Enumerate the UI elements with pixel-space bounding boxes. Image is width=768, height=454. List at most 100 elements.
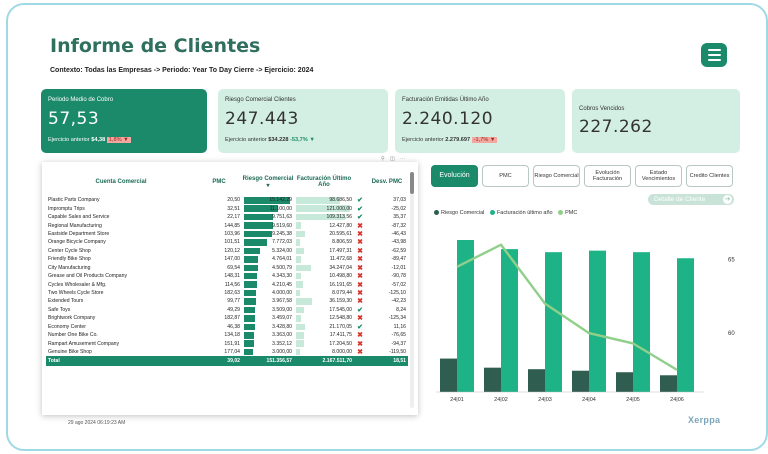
cell-facturacion: 8.000,00 bbox=[294, 348, 354, 356]
x-tick-label: 24|04 bbox=[582, 397, 596, 403]
col-header-riesgo[interactable]: Riesgo Comercial ▾ bbox=[242, 175, 294, 189]
facturacion-bar bbox=[296, 205, 350, 212]
bar-facturacion bbox=[457, 240, 474, 392]
cell-cuenta: Impromptu Trips bbox=[48, 205, 85, 212]
table-row[interactable]: Extended Tours 99,77 3.967,58 36.159,30 ✖ -42… bbox=[46, 297, 408, 305]
cross-icon: ✖ bbox=[357, 290, 363, 298]
total-desv: 18,51 bbox=[366, 356, 408, 367]
kpi-card-cobros-vencidos[interactable]: Cobros Vencidos 227.262 bbox=[572, 89, 740, 153]
tab-riesgo-comercial[interactable]: Riesgo Comercial bbox=[533, 165, 580, 187]
cell-riesgo: 9.245,38 bbox=[242, 230, 294, 238]
cell-facturacion: 17.204,50 bbox=[294, 339, 354, 347]
cell-pmc: 46,38 bbox=[227, 323, 240, 330]
bar-facturacion bbox=[501, 249, 518, 392]
table-row[interactable]: Safe Toys 49,29 3.509,00 17.545,00 ✔ 8,24 bbox=[46, 306, 408, 314]
table-row[interactable]: Capable Sales and Service 22,17 9.751,63 10… bbox=[46, 213, 408, 221]
cell-desv: -125,10 bbox=[388, 290, 406, 297]
bar-facturacion bbox=[633, 252, 650, 392]
table-row[interactable]: Grease and Oil Products Company 148,31 4.3… bbox=[46, 272, 408, 280]
cell-desv: 37,03 bbox=[393, 197, 406, 204]
table-row[interactable]: Number One Bike Co. 134,18 3.363,00 17.411,… bbox=[46, 331, 408, 339]
kpi-card-riesgo[interactable]: Riesgo Comercial Clientes 247.443 Ejerci… bbox=[218, 89, 388, 153]
cell-pmc: 134,18 bbox=[224, 332, 240, 339]
cell-pmc: 101,51 bbox=[224, 239, 240, 246]
cell-cuenta: Genuine Bike Shop bbox=[48, 349, 92, 356]
table-row[interactable]: Center Cycle Shop 120,12 5.324,00 17.497,31… bbox=[46, 247, 408, 255]
table-row[interactable]: Brightwork Company 182,87 3.459,07 12.548,8… bbox=[46, 314, 408, 322]
total-riesgo: 151.356,57 bbox=[242, 356, 294, 367]
scroll-thumb[interactable] bbox=[410, 172, 414, 194]
table-row[interactable]: Friendly Bike Shop 147,00 4.764,01 11.472,6… bbox=[46, 255, 408, 263]
check-icon: ✔ bbox=[357, 323, 363, 331]
cell-pmc: 69,54 bbox=[227, 264, 240, 271]
tab-estado-vencimientos[interactable]: Estado Vencimientos bbox=[635, 165, 682, 187]
cell-riesgo: 9.519,60 bbox=[242, 221, 294, 229]
table-row[interactable]: Two Wheels Cycle Store 182,63 4.000,00 8.07… bbox=[46, 289, 408, 297]
table-row[interactable]: Plastic Parts Company 20,50 15.142,29 98.68… bbox=[46, 196, 408, 204]
col-header-desv[interactable]: Desv. PMC bbox=[371, 179, 403, 185]
table-row[interactable]: Cycles Wholesaler & Mfg. 114,56 4.210,45 16… bbox=[46, 280, 408, 289]
table-row[interactable]: Rampart Amusement Company 151,91 3.352,12 1… bbox=[46, 339, 408, 348]
menu-button[interactable] bbox=[701, 43, 727, 67]
bar-facturacion bbox=[589, 250, 606, 392]
cell-cuenta: Center Cycle Shop bbox=[48, 247, 91, 254]
kpi-previous: Ejercicio anterior $34.228 -53,7% ▼ bbox=[225, 137, 315, 143]
cell-cuenta: Economy Center bbox=[48, 323, 86, 330]
cell-pmc: 103,96 bbox=[224, 230, 240, 237]
x-tick-label: 24|01 bbox=[450, 397, 464, 403]
cell-desv: -42,23 bbox=[391, 298, 406, 305]
cross-icon: ✖ bbox=[357, 273, 363, 281]
facturacion-bar bbox=[296, 323, 306, 331]
table-row[interactable]: Impromptu Trips 32,51 11.100,00 121.000,00 ✔… bbox=[46, 204, 408, 213]
check-icon: ✔ bbox=[357, 306, 363, 314]
cell-cuenta: Orange Bicycle Company bbox=[48, 239, 106, 246]
kpi-value: 2.240.120 bbox=[402, 109, 494, 129]
kpi-card-facturacion[interactable]: Facturación Emitidas Último Año 2.240.12… bbox=[395, 89, 565, 153]
cell-cuenta: City Manufacturing bbox=[48, 264, 91, 271]
visual-header-icons[interactable]: ⚲ ◫ ⋯ bbox=[381, 156, 408, 162]
cell-riesgo: 7.772,03 bbox=[242, 238, 294, 246]
table-body: Plastic Parts Company 20,50 15.142,29 98.68… bbox=[46, 196, 408, 367]
cell-riesgo: 3.000,00 bbox=[242, 348, 294, 356]
tab-pmc[interactable]: PMC bbox=[482, 165, 529, 187]
riesgo-bar bbox=[244, 239, 268, 246]
table-row[interactable]: Economy Center 46,38 3.428,80 21.170,05 ✔ 11,… bbox=[46, 323, 408, 331]
tab-evolucion[interactable]: Evolución bbox=[431, 165, 478, 187]
tab-credito-clientes[interactable]: Credito Clientes bbox=[686, 165, 733, 187]
cell-desv: -119,50 bbox=[389, 349, 406, 356]
detalle-cliente-button[interactable]: Detalle de Cliente ➜ bbox=[648, 194, 734, 205]
table-row[interactable]: Orange Bicycle Company 101,51 7.772,03 8.80… bbox=[46, 238, 408, 246]
riesgo-bar bbox=[244, 289, 256, 297]
cross-icon: ✖ bbox=[357, 332, 363, 340]
cell-desv: -125,34 bbox=[388, 315, 406, 322]
table-row[interactable]: Genuine Bike Shop 177,04 3.000,00 8.000,00 ✖… bbox=[46, 348, 408, 356]
cell-facturacion: 17.497,31 bbox=[294, 247, 354, 255]
kpi-label: Cobros Vencidos bbox=[579, 106, 625, 112]
table-row[interactable]: City Manufacturing 69,54 4.500,79 34.247,04… bbox=[46, 264, 408, 272]
tab-evolucion-facturacion[interactable]: Evolución Facturación bbox=[584, 165, 631, 187]
riesgo-bar bbox=[244, 272, 258, 280]
legend-facturacion: Facturación último año bbox=[496, 210, 553, 216]
bar-riesgo-comercial bbox=[616, 372, 633, 392]
cross-icon: ✖ bbox=[357, 298, 363, 306]
page-title: Informe de Clientes bbox=[50, 35, 261, 57]
cross-icon: ✖ bbox=[357, 349, 363, 357]
col-header-facturacion[interactable]: Facturación Último Año bbox=[296, 176, 352, 188]
cell-desv: -90,78 bbox=[391, 273, 406, 280]
facturacion-bar bbox=[296, 281, 304, 288]
kpi-card-pmc[interactable]: Periodo Medio de Cobro 57,53 Ejercicio a… bbox=[41, 89, 207, 153]
facturacion-bar bbox=[296, 289, 300, 297]
cell-riesgo: 4.000,00 bbox=[242, 289, 294, 297]
context-line: Contexto: Todas las Empresas -> Periodo:… bbox=[50, 67, 314, 74]
cell-desv: 35,37 bbox=[393, 214, 406, 221]
col-header-cuenta[interactable]: Cuenta Comercial bbox=[95, 179, 147, 185]
table-scrollbar[interactable] bbox=[410, 172, 414, 408]
legend-riesgo: Riesgo Comercial bbox=[441, 210, 485, 216]
total-label: Total bbox=[46, 356, 196, 367]
table-row[interactable]: Eastside Department Store 103,96 9.245,38 2… bbox=[46, 230, 408, 238]
col-header-pmc[interactable]: PMC bbox=[212, 179, 226, 185]
cell-desv: -25,02 bbox=[391, 205, 406, 212]
arrow-right-icon: ➜ bbox=[723, 195, 732, 204]
cell-cuenta: Capable Sales and Service bbox=[48, 214, 110, 221]
table-row[interactable]: Regional Manufacturing 144,85 9.519,60 12.4… bbox=[46, 221, 408, 230]
